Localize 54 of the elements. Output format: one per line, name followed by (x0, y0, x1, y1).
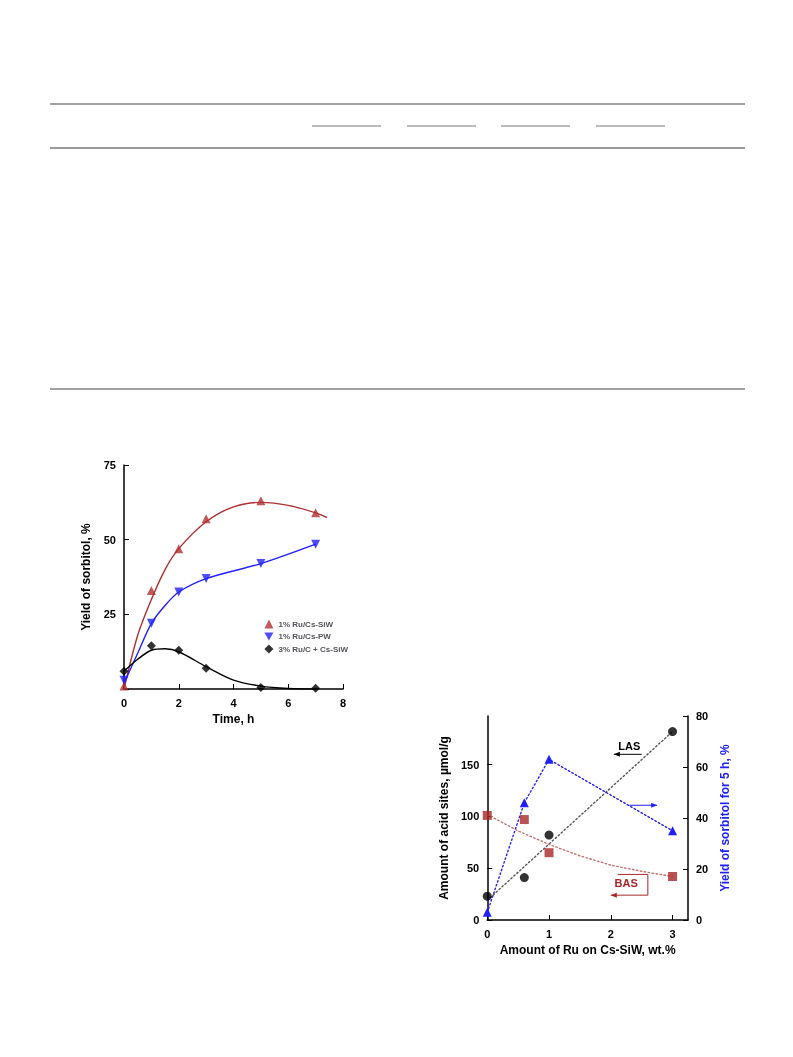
y-tick-label: 100 (460, 810, 480, 823)
legend-label: 3% Ru/C + Cs-SiW (278, 644, 349, 654)
y2-tick-label: 20 (696, 863, 709, 875)
point (119, 675, 129, 685)
x-tick-label: 8 (339, 696, 347, 709)
point (482, 907, 492, 917)
point (256, 559, 266, 569)
point (668, 727, 678, 737)
x-tick-label: 4 (230, 696, 238, 709)
y2-tick-label: 80 (696, 710, 709, 722)
point (146, 618, 156, 628)
y-axis-title: Yield of sorbitol, % (79, 522, 93, 631)
y-tick-label: 50 (103, 533, 116, 546)
point (201, 574, 211, 584)
x-tick-label: 2 (607, 927, 614, 940)
x-axis-title: Time, h (212, 712, 255, 726)
point (544, 830, 554, 840)
point (482, 810, 492, 820)
x-tick-label: 0 (120, 696, 128, 709)
y2-tick-label: 60 (696, 761, 709, 773)
y-tick-label: 0 (473, 914, 480, 926)
y-tick-label: 75 (103, 459, 116, 471)
annotation: LAS (618, 740, 641, 753)
point (544, 848, 554, 858)
x-axis-title: Amount of Ru on Cs-SiW, wt.% (499, 942, 676, 957)
point (146, 586, 156, 595)
point (482, 891, 492, 901)
y-tick-label: 25 (103, 608, 116, 621)
point (668, 872, 678, 882)
point (519, 815, 529, 825)
y2-tick-label: 0 (696, 914, 703, 926)
y2-axis-title: Yield of sorbitol for 5 h, % (718, 743, 733, 892)
x-tick-label: 3 (669, 927, 676, 940)
point (311, 683, 321, 693)
x-tick-label: 6 (285, 696, 292, 709)
point (668, 826, 678, 836)
point (519, 873, 529, 883)
x-tick-label: 0 (484, 927, 491, 940)
legend-label: 1% Ru/Cs-PW (278, 632, 332, 642)
annotation: BAS (614, 876, 638, 889)
point (146, 641, 156, 651)
y-axis-title: Amount of acid sites, µmol/g (437, 736, 451, 900)
y-tick-label: 150 (460, 758, 480, 771)
y-tick-label: 50 (467, 862, 480, 875)
point (201, 663, 211, 673)
point (119, 666, 129, 676)
legend-label: 1% Ru/Cs-SiW (278, 619, 334, 629)
x-tick-label: 2 (175, 696, 182, 709)
point (174, 587, 184, 597)
y2-tick-label: 40 (696, 812, 709, 824)
point (544, 754, 554, 764)
point (256, 683, 266, 693)
x-tick-label: 1 (545, 927, 553, 940)
point (174, 645, 184, 655)
